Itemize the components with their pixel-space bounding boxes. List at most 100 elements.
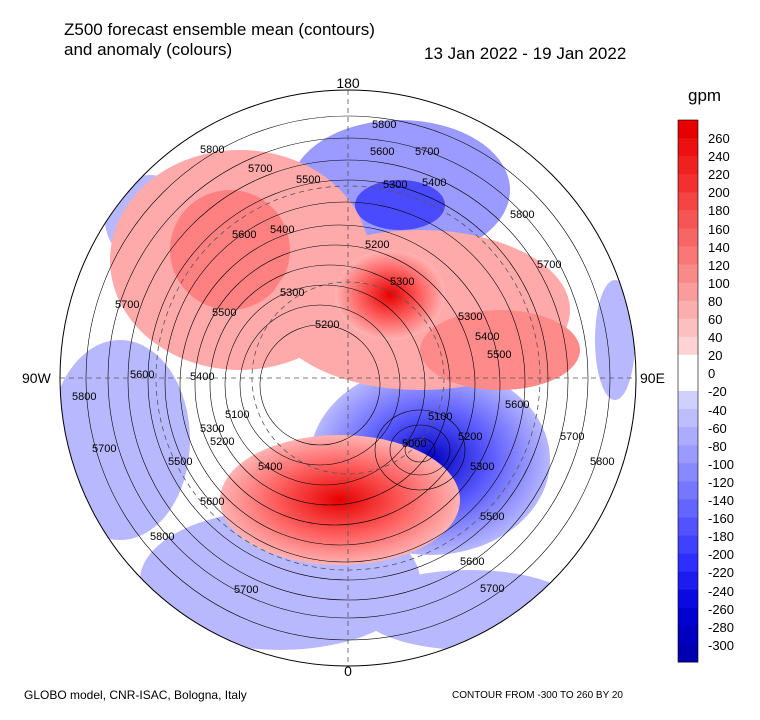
colorbar-tick-label: -100 [708, 456, 735, 472]
colorbar-tick-label: -120 [708, 474, 735, 490]
anomaly-blue-west [60, 340, 190, 540]
colorbar-frame [677, 119, 699, 663]
colorbar-swatch [678, 409, 698, 428]
colorbar-swatch [678, 246, 698, 266]
colorbar-swatch [678, 300, 698, 320]
colorbar-tick-label: 160 [708, 221, 730, 237]
contour-label: 5800 [510, 209, 534, 221]
contour-label: 5800 [72, 391, 96, 403]
label-90w: 90W [22, 370, 52, 386]
map-title-line2: and anomaly (colours) [64, 40, 233, 59]
contour-label: 5800 [590, 456, 614, 468]
colorbar-swatch [678, 210, 698, 229]
colorbar-tick-label: -180 [708, 529, 735, 545]
contour-label: 5700 [234, 584, 258, 596]
contour-label: 5600 [232, 229, 256, 241]
contour-label: 5700 [248, 163, 272, 175]
label-180: 180 [336, 75, 360, 91]
date-range: 13 Jan 2022 - 19 Jan 2022 [424, 44, 627, 63]
colorbar-tick-label: 260 [708, 131, 730, 146]
contour-label: 5800 [200, 144, 224, 156]
colorbar-tick-label: 20 [708, 348, 723, 364]
colorbar-swatch [678, 264, 698, 284]
contour-label: 5700 [92, 443, 116, 455]
colorbar-swatch [678, 517, 698, 537]
graticule [60, 90, 636, 666]
contour-label: 5300 [383, 179, 407, 191]
contour-label: 5100 [428, 411, 452, 423]
contour-label: 5200 [315, 319, 339, 331]
contour-label: 5400 [190, 371, 214, 383]
contour-label: 5700 [537, 259, 561, 271]
contour-label: 5400 [422, 177, 446, 189]
colorbar-swatch [678, 336, 698, 356]
map-boundary [59, 89, 637, 667]
contour-label: 5300 [470, 461, 494, 473]
colorbar-swatch [678, 354, 698, 374]
colorbar-tick-label: 220 [708, 167, 730, 183]
contour-label: 5500 [487, 349, 511, 361]
colorbar-tick-label: 100 [708, 275, 730, 291]
contour-label: 5300 [200, 423, 224, 435]
contour-label: 5600 [460, 556, 484, 568]
label-0: 0 [344, 663, 352, 679]
colorbar-tick-label: -240 [708, 583, 735, 599]
colorbar-unit: gpm [688, 86, 722, 105]
colorbar-swatch [678, 481, 698, 500]
anomaly-field [60, 120, 635, 650]
colorbar-swatch [678, 391, 698, 410]
colorbar-tick-label: 140 [708, 239, 730, 255]
colorbar-swatch [678, 156, 698, 175]
map-title-line1: Z500 forecast ensemble mean (contours) [64, 20, 375, 39]
colorbar [677, 119, 699, 663]
colorbar-swatch [678, 445, 698, 464]
colorbar-tick-label: -20 [708, 384, 727, 400]
contour-label: 5200 [365, 239, 389, 251]
contour-label: 5700 [115, 299, 139, 311]
colorbar-tick-label: -80 [708, 438, 727, 454]
contour-label: 5100 [225, 409, 249, 421]
colorbar-swatch [678, 427, 698, 446]
colorbar-swatch [678, 228, 698, 247]
colorbar-tick-label: 240 [708, 149, 730, 165]
colorbar-swatch [678, 499, 698, 518]
colorbar-tick-label: 120 [708, 257, 730, 273]
model-credit: GLOBO model, CNR-ISAC, Bologna, Italy [24, 688, 247, 702]
colorbar-swatch [678, 120, 698, 139]
colorbar-swatch [678, 282, 698, 302]
colorbar-tick-label: 200 [708, 185, 730, 201]
colorbar-tick-label: -160 [708, 511, 735, 527]
contour-value-labels: 5800 5800 5600 5700 5500 5300 5400 5700 … [72, 119, 614, 596]
colorbar-swatch [678, 192, 698, 211]
contour-label: 5300 [390, 276, 414, 288]
colorbar-tick-label: 0 [708, 366, 716, 382]
colorbar-swatch [678, 372, 698, 392]
contour-range-note: CONTOUR FROM -300 TO 260 BY 20 [452, 690, 623, 701]
contour-label: 5000 [402, 438, 426, 450]
contour-label: 5500 [212, 307, 236, 319]
colorbar-swatch [678, 589, 698, 609]
colorbar-tick-label: 180 [708, 203, 730, 219]
contour-label: 5600 [505, 399, 529, 411]
colorbar-swatch [678, 571, 698, 591]
contour-label: 5500 [296, 174, 320, 186]
colorbar-swatch [678, 535, 698, 555]
label-90e: 90E [640, 370, 665, 386]
colorbar-swatch [678, 463, 698, 482]
colorbar-tick-label: -280 [708, 619, 735, 635]
colorbar-swatch [678, 607, 698, 627]
contour-label: 5700 [415, 146, 439, 158]
contour-label: 5500 [480, 511, 504, 523]
contour-label: 5400 [258, 461, 282, 473]
colorbar-tick-label: -300 [708, 637, 735, 653]
contour-label: 5600 [370, 146, 394, 158]
contour-label: 5400 [270, 224, 294, 236]
contour-label: 5300 [280, 287, 304, 299]
colorbar-tick-label: 80 [708, 293, 723, 309]
contour-label: 5200 [210, 436, 234, 448]
colorbar-tick-label: -260 [708, 601, 735, 617]
contour-label: 5700 [560, 431, 584, 443]
colorbar-swatch [678, 553, 698, 573]
colorbar-tick-label: -60 [708, 420, 727, 436]
